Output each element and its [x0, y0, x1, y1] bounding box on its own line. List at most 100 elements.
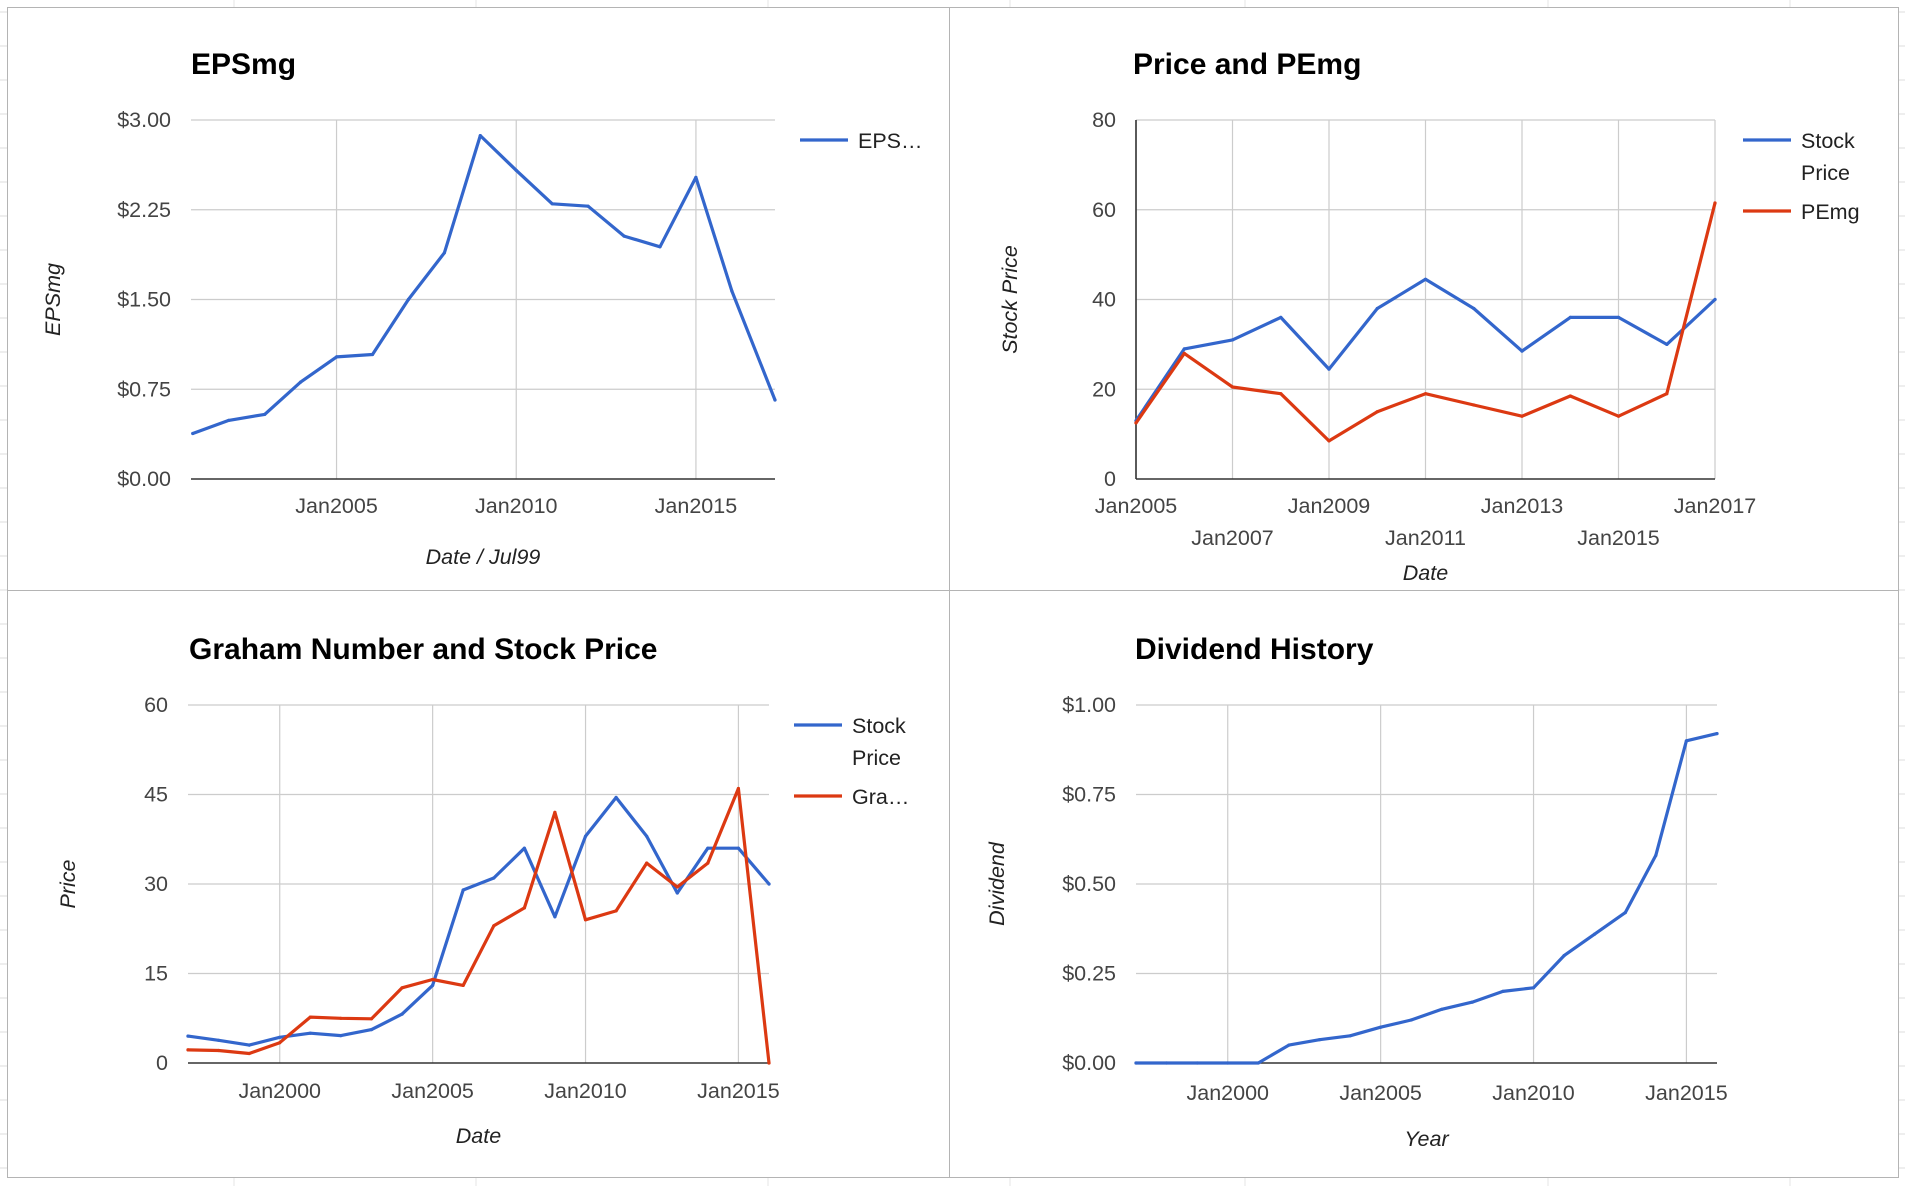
- data-point: [1501, 989, 1505, 993]
- data-point: [1375, 306, 1379, 311]
- chart-title: Graham Number and Stock Price: [189, 633, 658, 666]
- x-tick-label: Jan2011: [1385, 526, 1466, 550]
- y-tick-label: $0.75: [117, 377, 171, 401]
- y-tick-label: $0.00: [117, 467, 171, 491]
- y-tick-label: $2.25: [117, 198, 171, 222]
- data-point: [1279, 315, 1283, 319]
- data-point: [1423, 277, 1428, 281]
- data-point: [1520, 349, 1524, 353]
- data-point: [614, 909, 618, 913]
- data-point: [1665, 342, 1669, 346]
- x-tick-label: Jan2010: [475, 494, 558, 518]
- data-point: [1531, 986, 1536, 990]
- data-point: [308, 1015, 312, 1019]
- data-point: [369, 1017, 374, 1021]
- data-point: [369, 1028, 374, 1032]
- data-point: [1279, 392, 1283, 396]
- data-point: [550, 202, 554, 206]
- data-point: [247, 1043, 251, 1047]
- data-point: [736, 846, 741, 850]
- x-axis-label: Date / Jul99: [426, 545, 541, 569]
- data-point: [263, 412, 267, 416]
- x-tick-label: Jan2007: [1191, 526, 1274, 550]
- chart-panel-graham-number[interactable]: Graham Number and Stock Price 0 15 30 45 60 Ja…: [7, 590, 951, 1178]
- data-point: [522, 846, 527, 850]
- data-point: [1472, 403, 1476, 407]
- chart-title: Price and PEmg: [1133, 48, 1361, 81]
- chart-panel-dividend-history[interactable]: Dividend History $0.00 $0.25 $0.50 $0.75 $1.0…: [949, 590, 1899, 1178]
- y-tick-label: 0: [1104, 467, 1116, 491]
- x-tick-label: Jan2015: [697, 1079, 780, 1103]
- data-point: [1379, 1025, 1383, 1029]
- x-tick-label: Jan2010: [544, 1079, 627, 1103]
- data-point: [1520, 414, 1524, 418]
- series-line: [1134, 732, 1719, 1065]
- y-tick-label: $0.25: [1062, 962, 1116, 986]
- data-point: [1165, 1061, 1169, 1065]
- data-point: [461, 983, 465, 987]
- data-point: [308, 1031, 312, 1035]
- y-tick-label: 15: [144, 962, 168, 986]
- chart-panel-price-pemg[interactable]: Price and PEmg 0 20 40 60 80 Jan2005 Jan2007 Jan…: [949, 7, 1899, 591]
- data-point: [675, 885, 679, 889]
- series-line: [186, 786, 771, 1065]
- data-point: [1256, 1061, 1260, 1065]
- data-point: [1665, 392, 1669, 396]
- data-point: [431, 977, 435, 982]
- data-point: [1375, 410, 1379, 414]
- legend-label: Stock: [852, 714, 906, 738]
- x-tick-label: Jan2005: [295, 494, 378, 518]
- data-point: [400, 986, 404, 990]
- data-point: [614, 795, 618, 800]
- data-point: [1440, 1007, 1444, 1011]
- data-point: [1226, 1061, 1230, 1065]
- data-point: [1715, 732, 1719, 736]
- legend-label: Price: [1801, 161, 1850, 185]
- data-point: [227, 418, 231, 422]
- data-point: [1348, 1034, 1352, 1038]
- y-axis-label: Price: [56, 859, 80, 908]
- data-point: [1593, 932, 1597, 936]
- data-point: [730, 289, 734, 293]
- data-point: [553, 810, 557, 814]
- chart-title: EPSmg: [191, 48, 296, 81]
- y-tick-label: 40: [1092, 288, 1116, 312]
- data-point: [461, 888, 465, 892]
- y-tick-label: $0.50: [1062, 872, 1116, 896]
- y-tick-label: 60: [144, 693, 168, 717]
- data-point: [583, 834, 588, 838]
- data-point: [514, 168, 518, 172]
- data-point: [1568, 394, 1572, 398]
- x-tick-label: Jan2015: [1645, 1081, 1728, 1105]
- chart-panel-epsmg[interactable]: EPSmg $0.00 $0.75 $1.50 $2.25 $3.00 Jan2005 Jan…: [7, 7, 951, 591]
- data-point: [1623, 911, 1627, 915]
- legend-label: Price: [852, 746, 901, 770]
- data-point: [1470, 1000, 1474, 1004]
- y-tick-label: 30: [144, 872, 168, 896]
- data-point: [217, 1048, 221, 1053]
- x-tick-label: Jan2013: [1481, 494, 1564, 518]
- data-point: [1317, 1038, 1322, 1042]
- data-point: [1616, 414, 1621, 418]
- data-point: [1182, 351, 1186, 355]
- data-point: [645, 861, 649, 865]
- data-point: [1134, 421, 1138, 425]
- data-point: [492, 924, 496, 928]
- data-point: [583, 918, 588, 922]
- data-point: [645, 834, 649, 838]
- data-point: [278, 1035, 282, 1039]
- x-tick-label: Jan2005: [391, 1079, 474, 1103]
- chart-svg: Graham Number and Stock Price 0 15 30 45 60 Ja…: [56, 633, 909, 1148]
- data-point: [553, 915, 557, 919]
- legend-label: EPS…: [858, 129, 923, 153]
- chart-title: Dividend History: [1135, 633, 1374, 666]
- data-point: [247, 1051, 251, 1056]
- data-point: [339, 1034, 343, 1038]
- series-line: [186, 795, 771, 1047]
- data-point: [1195, 1061, 1199, 1065]
- data-point: [1562, 954, 1566, 958]
- data-point: [1134, 1061, 1138, 1065]
- data-point: [299, 380, 303, 384]
- y-tick-label: $0.00: [1062, 1051, 1116, 1075]
- data-point: [400, 1012, 404, 1016]
